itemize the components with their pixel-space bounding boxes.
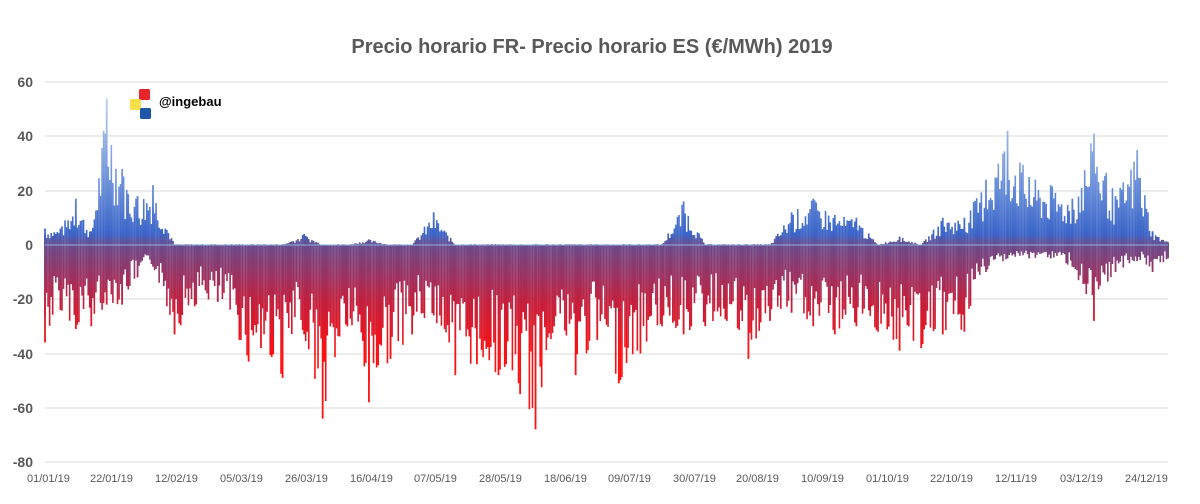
y-tick-label: 60: [17, 74, 33, 90]
y-tick-label: 20: [17, 183, 33, 199]
hourly-bars: [44, 98, 1169, 430]
y-axis-ticks: 60 40 20 0 -20 -40 -60 -80: [13, 74, 33, 470]
x-tick-label: 01/10/19: [866, 473, 909, 485]
y-tick-label: -20: [13, 291, 33, 307]
x-axis-ticks: 01/01/19 22/01/19 12/02/19 05/03/19 26/0…: [27, 473, 1168, 485]
x-tick-label: 18/06/19: [544, 473, 587, 485]
x-tick-label: 22/10/19: [930, 473, 973, 485]
ingebau-watermark: @ingebau: [130, 89, 222, 119]
x-tick-label: 09/07/19: [608, 473, 651, 485]
x-tick-label: 12/11/19: [995, 473, 1037, 485]
x-tick-label: 24/12/19: [1125, 473, 1168, 485]
logo-square-blue: [140, 108, 151, 119]
watermark-label: @ingebau: [159, 94, 222, 109]
x-tick-label: 20/08/19: [736, 473, 779, 485]
y-tick-label: 0: [25, 237, 33, 253]
logo-square-red: [139, 89, 150, 100]
ingebau-logo-icon: [130, 89, 151, 119]
x-tick-label: 30/07/19: [673, 473, 716, 485]
x-tick-label: 22/01/19: [90, 473, 133, 485]
x-tick-label: 16/04/19: [350, 473, 393, 485]
x-tick-label: 12/02/19: [155, 473, 198, 485]
x-tick-label: 07/05/19: [414, 473, 457, 485]
chart-title: Precio horario FR- Precio horario ES (€/…: [351, 36, 832, 58]
x-tick-label: 28/05/19: [479, 473, 522, 485]
y-tick-label: -40: [13, 346, 33, 362]
x-tick-label: 26/03/19: [285, 473, 328, 485]
x-tick-label: 05/03/19: [220, 473, 263, 485]
y-tick-label: -60: [13, 400, 33, 416]
y-tick-label: -80: [13, 454, 33, 470]
logo-square-yellow: [130, 99, 141, 110]
x-tick-label: 10/09/19: [801, 473, 844, 485]
x-tick-label: 01/01/19: [27, 473, 70, 485]
x-tick-label: 03/12/19: [1060, 473, 1103, 485]
y-tick-label: 40: [17, 128, 33, 144]
